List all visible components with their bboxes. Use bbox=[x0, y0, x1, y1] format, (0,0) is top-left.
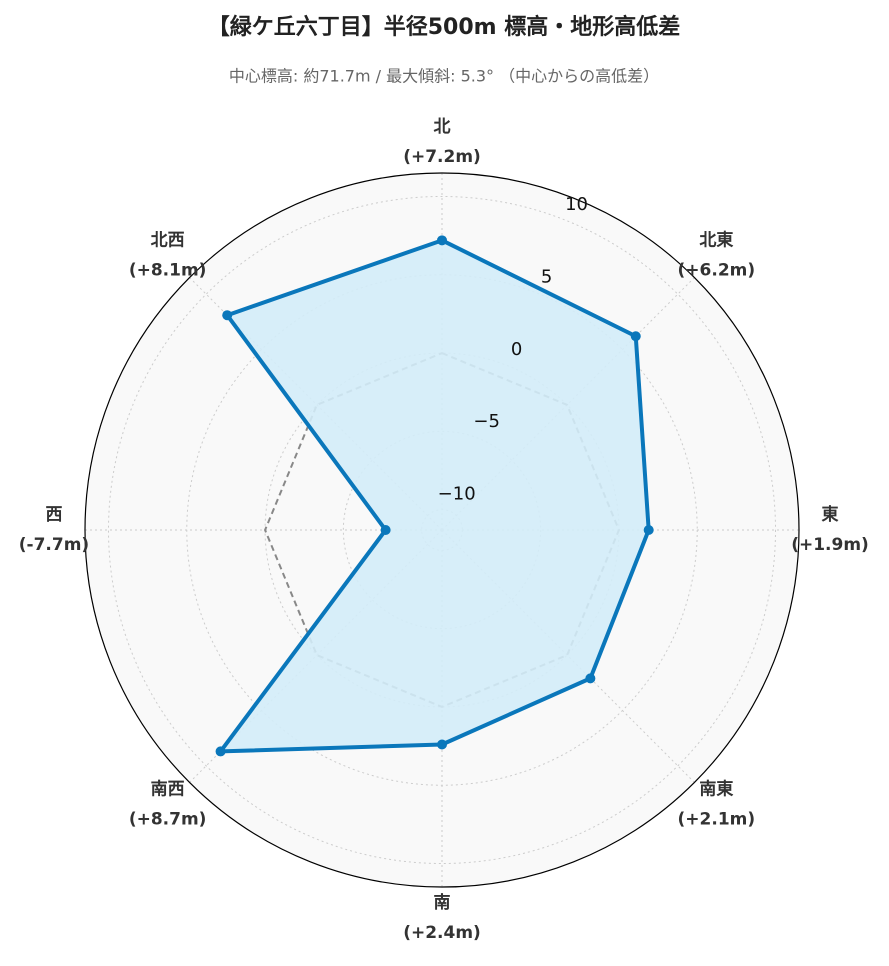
value-label: (+2.1m) bbox=[678, 809, 756, 829]
category-label: 南 bbox=[434, 892, 451, 913]
r-tick-label: 10 bbox=[565, 194, 588, 215]
data-point bbox=[643, 525, 654, 535]
category-label: 南西 bbox=[151, 778, 185, 799]
r-tick-label: −10 bbox=[438, 484, 476, 505]
data-point bbox=[380, 525, 391, 535]
chart-title: 【緑ケ丘六丁目】半径500m 標高・地形高低差 bbox=[208, 14, 681, 40]
data-point bbox=[437, 235, 447, 246]
data-point bbox=[585, 673, 596, 684]
value-label: (+2.4m) bbox=[403, 923, 481, 943]
chart-subtitle: 中心標高: 約71.7m / 最大傾斜: 5.3° （中心からの高低差） bbox=[229, 67, 659, 86]
r-tick-label: 5 bbox=[541, 267, 552, 288]
data-point bbox=[437, 739, 447, 750]
value-label: (+1.9m) bbox=[791, 535, 869, 555]
category-label: 北 bbox=[434, 117, 451, 137]
category-label: 東 bbox=[822, 504, 839, 525]
value-label: (+6.2m) bbox=[678, 261, 756, 281]
category-label: 西 bbox=[46, 505, 63, 525]
r-tick-label: −5 bbox=[473, 411, 500, 432]
grid-circle bbox=[107, 195, 777, 865]
value-label: (+8.7m) bbox=[129, 809, 207, 829]
r-tick-label: 0 bbox=[511, 339, 522, 360]
category-label: 北東 bbox=[699, 230, 733, 251]
category-label: 北西 bbox=[151, 231, 185, 251]
data-point bbox=[215, 746, 226, 757]
value-label: (+7.2m) bbox=[403, 147, 481, 167]
data-point bbox=[222, 310, 233, 321]
category-label: 南東 bbox=[699, 778, 733, 799]
data-point bbox=[630, 331, 641, 342]
plot-outline bbox=[84, 172, 800, 888]
value-label: (+8.1m) bbox=[129, 261, 207, 281]
value-label: (-7.7m) bbox=[19, 535, 89, 555]
